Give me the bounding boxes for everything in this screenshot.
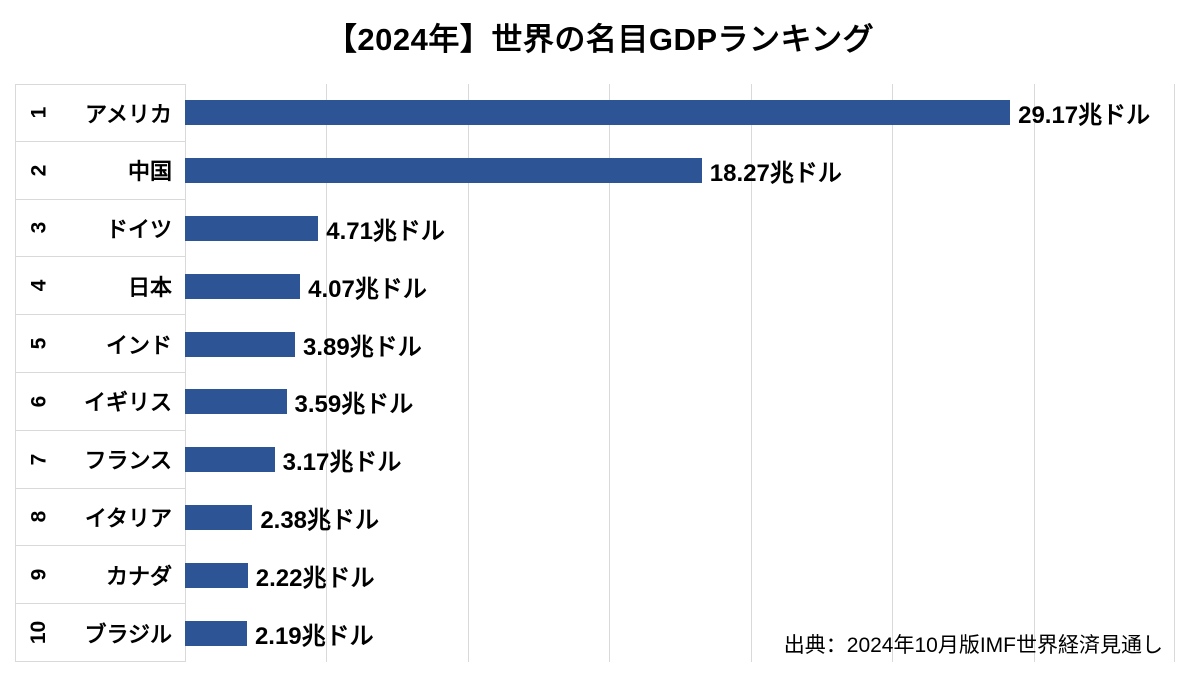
country-label: ドイツ [105, 216, 172, 242]
gridline [892, 84, 894, 662]
chart-title: 【2024年】世界の名目GDPランキング [325, 22, 875, 57]
rank-number: 1 [27, 107, 51, 119]
rank-number: 7 [27, 453, 51, 466]
country-label: イギリス [83, 390, 172, 416]
row-plot-area: 29.17兆ドル [185, 84, 1175, 142]
row-plot-area: 3.89兆ドル [185, 315, 1175, 373]
country-label: 中国 [127, 159, 172, 185]
country-label: イタリア [84, 505, 172, 531]
value-label: 3.89兆ドル [303, 333, 422, 361]
gridline [467, 84, 469, 662]
row-label-cell: 1 アメリカ [15, 84, 185, 142]
chart-row: 7 フランス 3.17兆ドル [15, 430, 1175, 489]
source-note: 出典：2024年10月版IMF世界経済見通し [783, 634, 1163, 657]
rank-label: 4 [16, 275, 62, 296]
value-label: 3.59兆ドル [294, 391, 414, 419]
row-label-cell: 5 インド [15, 315, 185, 373]
gdp-bar [185, 447, 275, 473]
chart-row: 8 イタリア 2.38兆ドル [15, 488, 1175, 547]
chart-row: 10 ブラジル 2.19兆ドル [15, 604, 1175, 662]
row-plot-area: 2.38兆ドル [185, 489, 1175, 547]
rank-label: 8 [16, 506, 62, 527]
row-label-cell: 3 ドイツ [15, 199, 185, 258]
country-label: インド [105, 332, 172, 358]
rank-number: 8 [27, 511, 51, 523]
row-plot-area: 2.22兆ドル [185, 546, 1175, 604]
axis-line [185, 84, 186, 662]
row-plot-area: 18.27兆ドル [185, 142, 1175, 200]
gdp-bar-chart: 1 アメリカ 29.17兆ドル 2 中国 18.27兆ドル 3 ドイツ 4.71兆ドル 4 日本 4.… [15, 84, 1175, 662]
country-label: 日本 [127, 274, 172, 300]
row-label-cell: 8 イタリア [15, 488, 185, 547]
value-label: 18.27兆ドル [709, 160, 842, 188]
gdp-bar [185, 215, 319, 241]
gdp-bar [185, 562, 248, 588]
row-label-cell: 10 ブラジル [15, 604, 185, 662]
country-label: ブラジル [84, 621, 172, 647]
country-label: フランス [84, 448, 172, 474]
chart-row: 3 ドイツ 4.71兆ドル [15, 199, 1175, 258]
rank-label: 3 [16, 217, 62, 238]
value-label: 4.07兆ドル [308, 275, 427, 303]
rank-label: 5 [16, 333, 62, 354]
row-plot-area: 2.19兆ドル [185, 604, 1175, 662]
row-label-cell: 7 フランス [15, 430, 185, 489]
row-plot-area: 3.59兆ドル [185, 373, 1175, 431]
rank-number: 4 [27, 279, 51, 292]
rank-number: 5 [27, 337, 51, 350]
value-label: 3.17兆ドル [282, 449, 402, 477]
chart-row: 6 イギリス 3.59兆ドル [15, 372, 1175, 431]
value-label: 2.22兆ドル [255, 564, 375, 592]
chart-row: 9 カナダ 2.22兆ドル [15, 546, 1175, 605]
rank-label: 1 [16, 102, 62, 123]
gridline [750, 84, 752, 662]
row-plot-area: 3.17兆ドル [185, 431, 1175, 489]
gdp-bar [185, 100, 1011, 126]
rank-label: 9 [16, 564, 62, 585]
value-label: 2.38兆ドル [260, 506, 380, 534]
rank-label: 10 [16, 620, 62, 645]
gdp-bar [185, 620, 247, 646]
rank-number: 3 [27, 222, 51, 234]
gridline [1033, 84, 1035, 662]
rank-number: 9 [27, 568, 51, 581]
country-label: アメリカ [85, 101, 172, 127]
row-plot-area: 4.07兆ドル [185, 257, 1175, 315]
row-label-cell: 4 日本 [15, 257, 185, 316]
plot-gridlines [185, 84, 1175, 662]
country-label: カナダ [105, 563, 172, 589]
rank-number: 6 [27, 395, 51, 408]
value-label: 2.19兆ドル [254, 622, 374, 650]
gdp-bar [185, 389, 287, 415]
chart-row: 5 インド 3.89兆ドル [15, 315, 1175, 373]
row-label-cell: 9 カナダ [15, 546, 185, 605]
row-label-cell: 6 イギリス [15, 372, 185, 431]
value-label: 4.71兆ドル [326, 217, 445, 245]
rank-number: 10 [27, 620, 51, 645]
chart-rows: 1 アメリカ 29.17兆ドル 2 中国 18.27兆ドル 3 ドイツ 4.71兆ドル 4 日本 4.… [15, 84, 1175, 662]
chart-row: 1 アメリカ 29.17兆ドル [15, 84, 1175, 142]
rank-label: 6 [16, 391, 62, 412]
rank-number: 2 [27, 164, 51, 177]
gdp-bar [185, 331, 296, 357]
value-label: 29.17兆ドル [1018, 102, 1151, 130]
row-plot-area: 4.71兆ドル [185, 200, 1175, 258]
gridline [609, 84, 611, 662]
rank-label: 7 [16, 449, 62, 470]
gridline [326, 84, 328, 662]
rank-label: 2 [16, 160, 62, 181]
gdp-bar [185, 273, 301, 299]
gdp-bar [185, 504, 253, 530]
gdp-bar [185, 158, 702, 184]
row-label-cell: 2 中国 [15, 141, 185, 200]
chart-row: 4 日本 4.07兆ドル [15, 257, 1175, 316]
chart-row: 2 中国 18.27兆ドル [15, 141, 1175, 200]
gridline [1174, 84, 1175, 662]
